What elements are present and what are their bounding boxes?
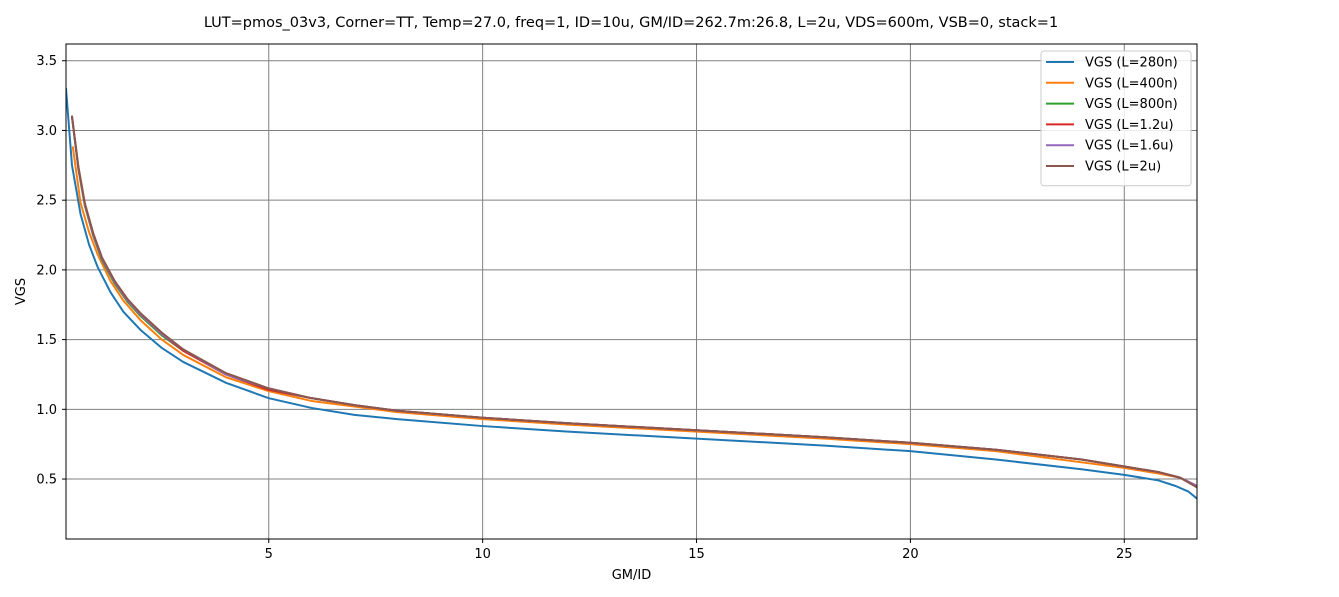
x-tick-label: 25 (1116, 547, 1133, 562)
x-tick-label: 15 (688, 547, 705, 562)
axis-ticks: 5 10 15 20 25 0.5 1.0 1.5 2.0 2.5 3.0 3.5 (36, 54, 1132, 562)
y-tick-label: 0.5 (36, 473, 57, 488)
y-tick-label: 1.5 (36, 333, 57, 348)
series-line-vgs-l-2u (70, 115, 1197, 489)
legend-label: VGS (L=1.2u) (1085, 118, 1174, 133)
y-tick-label: 2.0 (36, 263, 57, 278)
legend-box (1040, 50, 1192, 187)
y-tick-label: 1.0 (36, 403, 57, 418)
series-line-vgs-l-280n (66, 87, 1197, 500)
series-lines (66, 87, 1197, 500)
legend: VGS (L=280n) VGS (L=400n) VGS (L=800n) VGS … (1040, 50, 1192, 187)
series-line-vgs-l-1.6u (70, 115, 1197, 488)
x-tick-label: 10 (474, 547, 491, 562)
legend-label: VGS (L=400n) (1085, 76, 1178, 91)
legend-label: VGS (L=1.6u) (1085, 139, 1174, 154)
series-line-vgs-l-1.2u (70, 115, 1197, 488)
x-tick-label: 5 (265, 547, 273, 562)
series-line-vgs-l-800n (70, 115, 1197, 488)
legend-label: VGS (L=2u) (1085, 160, 1161, 175)
y-axis-label: VGS (14, 278, 29, 305)
chart-title: LUT=pmos_03v3, Corner=TT, Temp=27.0, fre… (204, 15, 1058, 31)
y-tick-label: 2.5 (36, 194, 57, 209)
plot-area-frame (65, 43, 1198, 540)
y-tick-label: 3.5 (36, 54, 57, 69)
x-tick-label: 20 (902, 547, 919, 562)
grid-layer (66, 44, 1197, 539)
y-tick-label: 3.0 (36, 124, 57, 139)
series-line-vgs-l-400n (71, 146, 1197, 488)
x-axis-label: GM/ID (612, 568, 652, 583)
legend-label: VGS (L=280n) (1085, 56, 1178, 71)
legend-label: VGS (L=800n) (1085, 97, 1178, 112)
